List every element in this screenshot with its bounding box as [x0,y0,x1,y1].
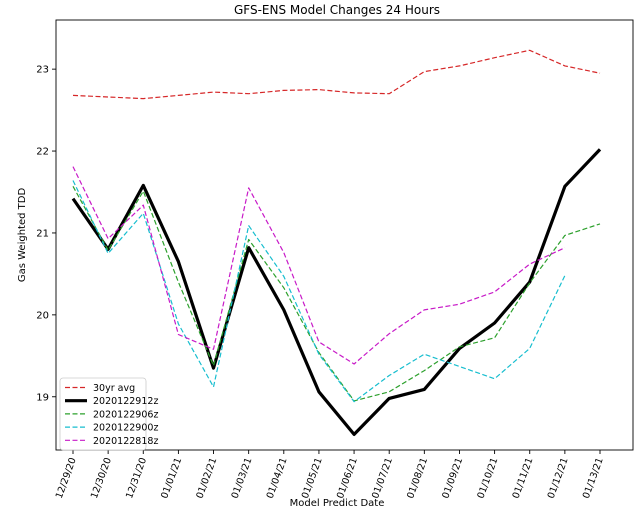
x-tick-label: 01/10/21 [475,456,500,500]
series-lines [71,49,602,436]
x-tick-label: 01/02/21 [194,456,219,500]
x-tick-label: 01/12/21 [546,456,571,500]
y-tick-label: 19 [36,392,49,403]
legend-label: 2020122900z [93,423,158,434]
x-tick-label: 12/31/20 [124,456,149,500]
legend-label: 30yr avg [93,383,135,394]
y-tick-label: 20 [36,310,49,321]
legend-frame [59,377,147,451]
x-tick-label: 01/04/21 [265,456,290,500]
legend: 30yr avg 2020122912z 2020122906z 2020122900… [59,377,158,451]
y-axis: 19 20 21 22 23 [36,65,56,403]
x-tick-label: 01/05/21 [300,456,325,500]
x-tick-label: 01/13/21 [581,456,606,500]
legend-label: 2020122912z [93,396,158,407]
x-tick-label: 01/01/21 [159,456,184,500]
x-axis-label: Model Predict Date [290,498,385,509]
legend-label: 2020122906z [93,409,158,420]
chart-title: GFS-ENS Model Changes 24 Hours [234,3,440,17]
x-axis: 12/29/20 12/30/20 12/31/20 01/01/21 01/02/21… [54,450,606,500]
series-line [72,186,601,402]
x-tick-label: 01/11/21 [511,456,536,500]
series-line [72,49,601,100]
series-line [71,148,602,436]
series-line [72,166,566,365]
legend-label: 2020122818z [93,436,158,447]
series-line [72,180,566,403]
x-tick-label: 01/03/21 [230,456,255,500]
x-tick-label: 01/07/21 [370,456,395,500]
y-axis-label: Gas Weighted TDD [17,188,28,283]
plot-area [55,19,634,451]
x-tick-label: 01/08/21 [405,456,430,500]
y-tick-label: 23 [36,65,49,76]
x-tick-label: 12/29/20 [54,456,79,500]
x-tick-label: 12/30/20 [89,456,114,500]
x-tick-label: 01/09/21 [440,456,465,500]
x-tick-label: 01/06/21 [335,456,360,500]
y-tick-label: 21 [36,228,49,239]
y-tick-label: 22 [36,147,49,158]
